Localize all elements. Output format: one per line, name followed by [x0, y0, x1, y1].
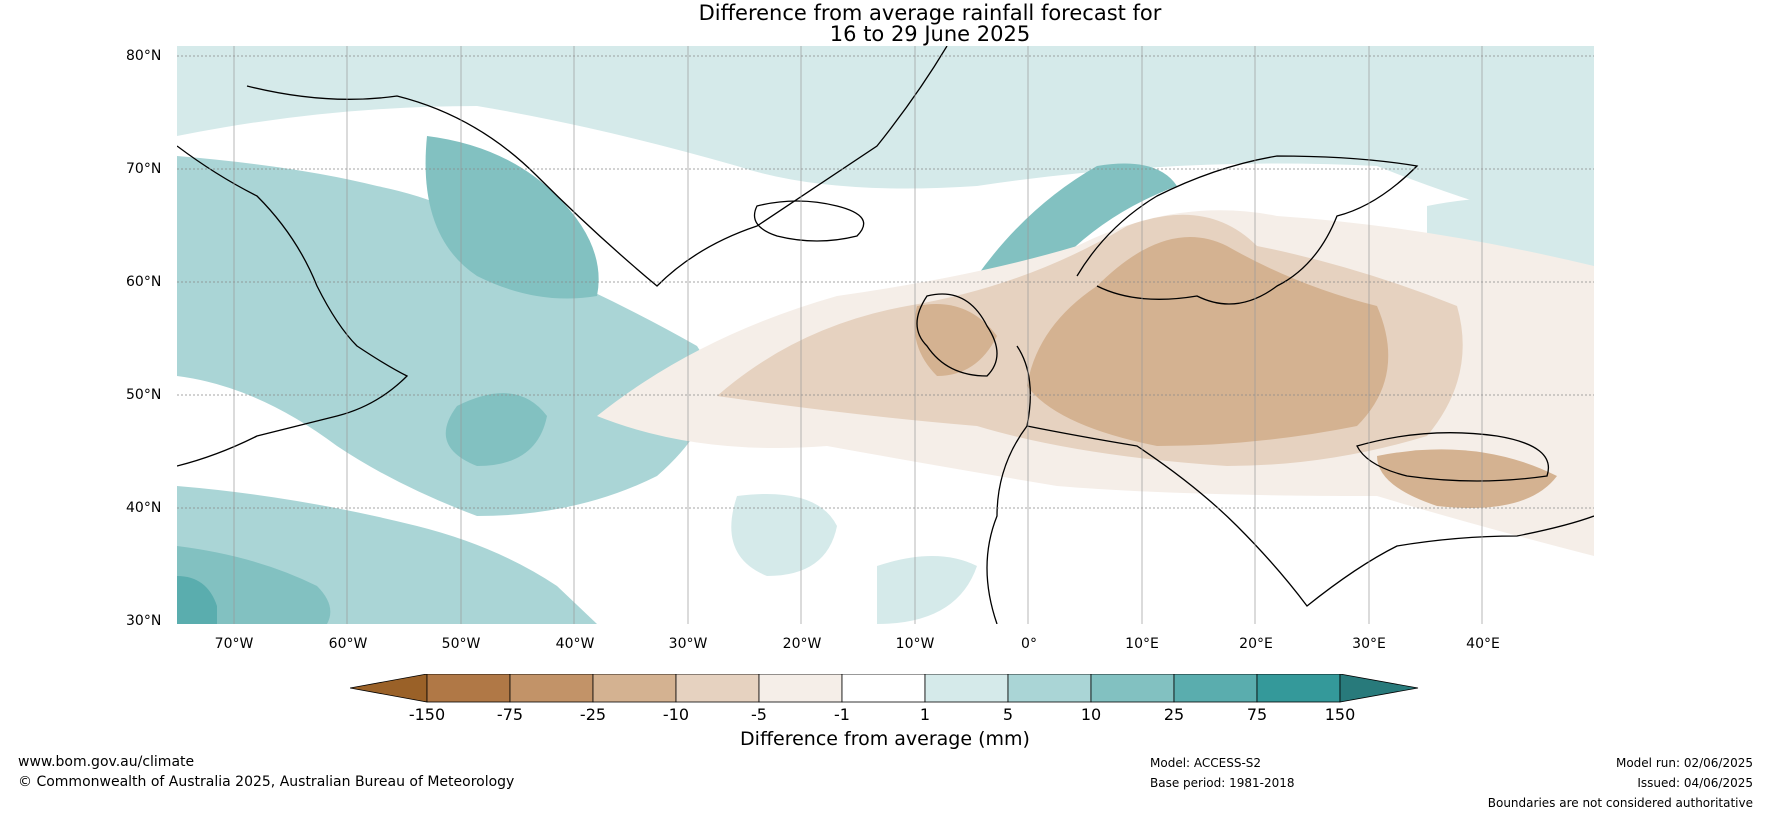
footer-disclaimer: Boundaries are not considered authoritat… [1487, 796, 1753, 810]
dry-region-central-europe [1027, 237, 1389, 446]
colorbar-tick: 10 [1080, 705, 1102, 724]
colorbar-tick: 1 [919, 705, 931, 724]
wet-region-east-atlantic [731, 494, 837, 576]
lon-label-20w: 20°W [782, 636, 822, 652]
dry-anomaly-regions [597, 210, 1594, 556]
colorbar-tick: -1 [834, 705, 850, 724]
colorbar-seg-extend-high [1339, 674, 1419, 703]
colorbar-seg-extend-low [350, 674, 428, 703]
lon-label-20e: 20°E [1239, 636, 1273, 652]
colorbar-seg-10 [1173, 674, 1258, 703]
colorbar-tick: 150 [1324, 705, 1356, 724]
lon-label-40w: 40°W [555, 636, 595, 652]
colorbar-tick: -75 [496, 705, 524, 724]
footer-base-period: Base period: 1981-2018 [1150, 776, 1295, 790]
colorbar-seg-2 [509, 674, 594, 703]
colorbar-tick: 75 [1246, 705, 1268, 724]
coastline-british-isles [916, 293, 998, 377]
lat-label-60n: 60°N [126, 274, 162, 290]
coastline-iceland [753, 200, 865, 242]
coastlines [177, 46, 1594, 624]
lat-label-70n: 70°N [126, 161, 162, 177]
wet-region-west-med [877, 556, 977, 624]
map-title-line1: Difference from average rainfall forecas… [698, 1, 1162, 25]
footer-issued: Issued: 04/06/2025 [1637, 776, 1753, 790]
colorbar [350, 674, 1419, 703]
dry-region-british-isles [914, 304, 997, 376]
map-title-line2: 16 to 29 June 2025 [829, 22, 1031, 46]
wet-region-greenland-south [425, 136, 599, 299]
colorbar-seg-4 [675, 674, 760, 703]
lat-label-80n: 80°N [126, 48, 162, 64]
dry-region-black-sea [1377, 449, 1557, 508]
colorbar-seg-7 [924, 674, 1009, 703]
footer-website-link[interactable]: www.bom.gov.au/climate [18, 754, 195, 770]
wet-region-norway [977, 163, 1177, 276]
lat-gridlines [177, 55, 1594, 509]
coastline-black-sea [1356, 432, 1549, 482]
lon-label-0: 0° [1021, 636, 1037, 652]
wet-anomaly-regions [177, 46, 1594, 624]
coastline-europe-mainland [986, 345, 1594, 624]
colorbar-seg-8 [1007, 674, 1092, 703]
colorbar-seg-5 [758, 674, 843, 703]
colorbar-label: Difference from average (mm) [740, 728, 1030, 750]
colorbar-tick: 25 [1163, 705, 1185, 724]
colorbar-seg-3 [592, 674, 677, 703]
lon-label-40e: 40°E [1466, 636, 1500, 652]
footer-model: Model: ACCESS-S2 [1150, 756, 1262, 770]
colorbar-seg-1 [426, 674, 511, 703]
coastline-north-america [177, 145, 409, 467]
colorbar-seg-9 [1090, 674, 1175, 703]
colorbar-tick: -25 [579, 705, 607, 724]
lon-label-30e: 30°E [1352, 636, 1386, 652]
lon-label-70w: 70°W [214, 636, 254, 652]
lon-label-30w: 30°W [668, 636, 708, 652]
lon-label-10e: 10°E [1125, 636, 1159, 652]
lat-label-40n: 40°N [126, 500, 162, 516]
rainfall-difference-map [177, 46, 1594, 624]
colorbar-tick: 5 [1002, 705, 1014, 724]
lon-label-50w: 50°W [441, 636, 481, 652]
coastline-scandinavia [1076, 155, 1419, 305]
footer-model-run: Model run: 02/06/2025 [1615, 756, 1753, 770]
wet-region-arctic [177, 46, 1594, 236]
lat-label-30n: 30°N [126, 613, 162, 629]
wet-region-southwest-deep [177, 576, 217, 624]
lat-label-50n: 50°N [126, 387, 162, 403]
footer-copyright: © Commonwealth of Australia 2025, Austra… [18, 774, 515, 790]
lon-label-60w: 60°W [328, 636, 368, 652]
colorbar-tick: -5 [751, 705, 767, 724]
lon-gridlines [233, 46, 1483, 624]
colorbar-tick: -10 [662, 705, 690, 724]
wet-region-north-atlantic [177, 156, 711, 516]
colorbar-tick: -150 [408, 705, 446, 724]
lon-label-10w: 10°W [895, 636, 935, 652]
coastline-greenland [246, 46, 948, 287]
wet-region-mid-atlantic [445, 393, 547, 466]
colorbar-seg-6 [841, 674, 926, 703]
colorbar-seg-11 [1256, 674, 1341, 703]
